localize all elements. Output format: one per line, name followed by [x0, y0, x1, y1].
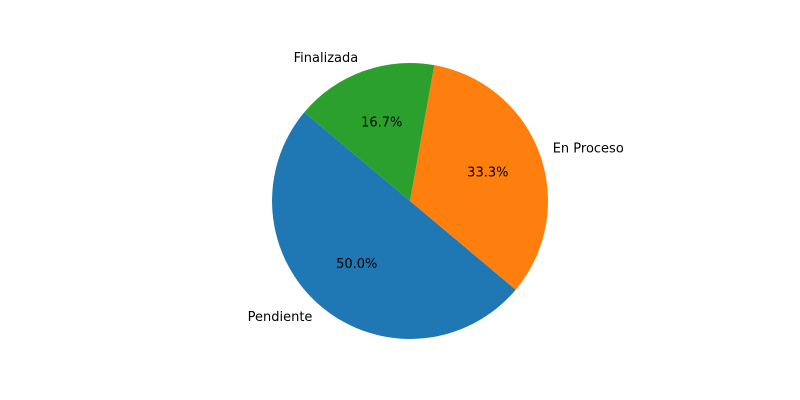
percent-label-finalizada: 16.7% — [361, 116, 402, 131]
percent-label-en-proceso: 33.3% — [467, 165, 508, 180]
pie-labels: Pendiente 50.0% En Proceso 33.3% Finalizada 1… — [248, 51, 624, 325]
percent-label-pendiente: 50.0% — [336, 257, 377, 272]
slice-label-pendiente: Pendiente — [248, 310, 313, 325]
pie-slice-finalizada — [304, 63, 435, 202]
slice-label-finalizada: Finalizada — [294, 51, 359, 66]
pie-slice-en-proceso — [410, 65, 548, 290]
pie-slices — [272, 63, 548, 339]
slice-label-en-proceso: En Proceso — [553, 142, 624, 157]
pie-slice-pendiente — [272, 112, 516, 339]
